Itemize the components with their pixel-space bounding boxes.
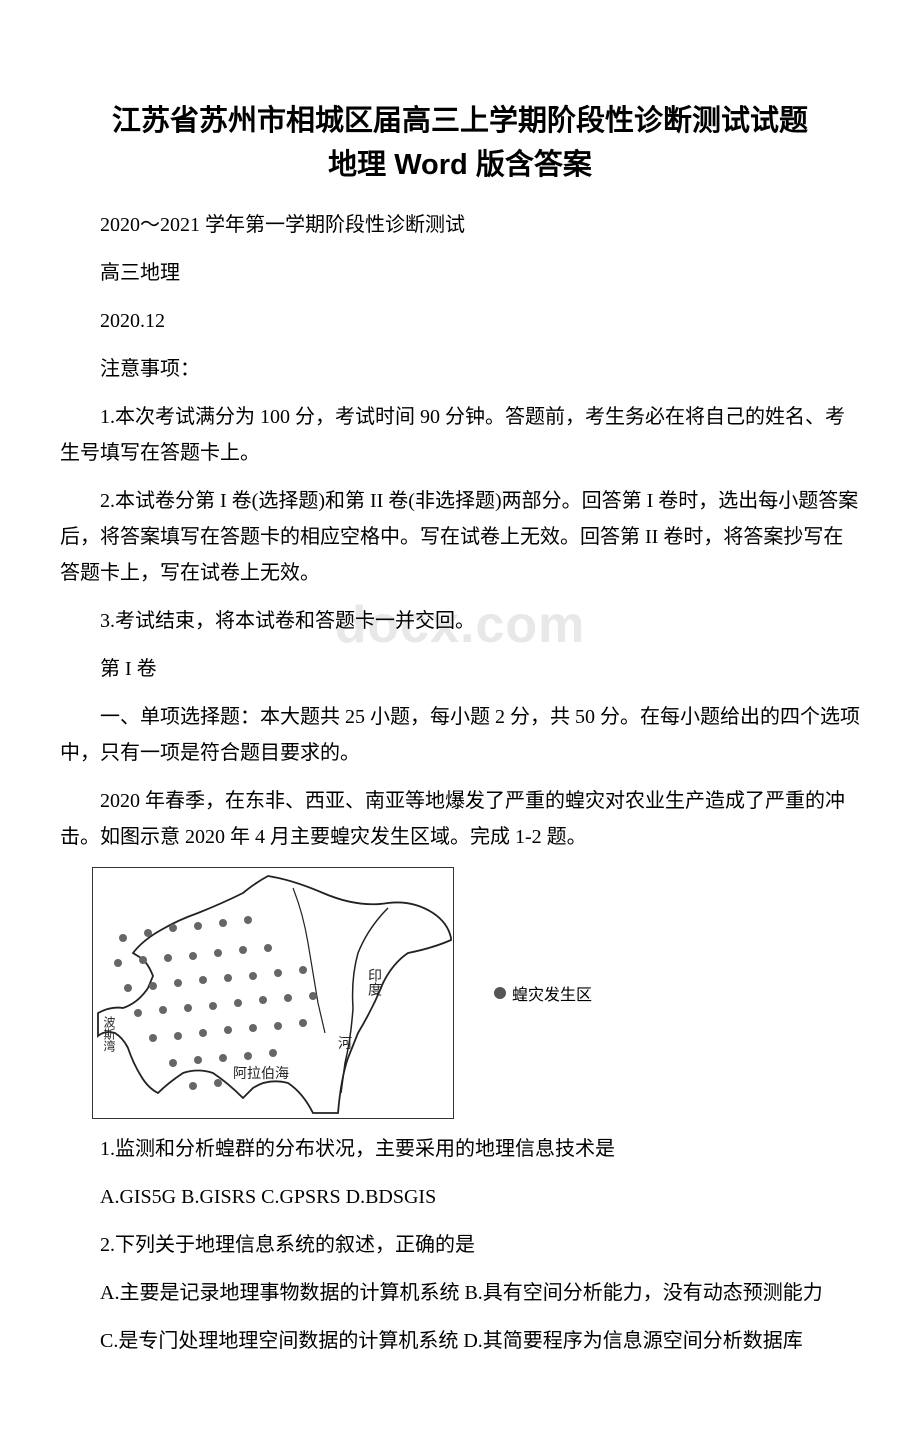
notice-item-3: 3.考试结束，将本试卷和答题卡一并交回。: [60, 603, 860, 639]
legend-text: 蝗灾发生区: [512, 981, 592, 1005]
map-legend: 蝗灾发生区: [494, 981, 592, 1005]
date-label: 2020.12: [60, 303, 860, 339]
figure-row: 印度 河 阿拉伯海 波斯湾 蝗灾发生区: [92, 867, 860, 1119]
subtitle-term: 2020～2021 学年第一学期阶段性诊断测试: [60, 207, 860, 243]
title-line-2: 地理 Word 版含答案: [328, 149, 592, 181]
legend-dot-icon: [494, 987, 506, 999]
question-1-options: A.GIS5G B.GISRS C.GPSRS D.BDSGIS: [60, 1179, 860, 1215]
question-2-options-cd: C.是专门处理地理空间数据的计算机系统 D.其简要程序为信息源空间分析数据库: [60, 1323, 860, 1359]
subject-label: 高三地理: [60, 255, 860, 291]
notice-item-2: 2.本试卷分第 I 卷(选择题)和第 II 卷(非选择题)两部分。回答第 I 卷…: [60, 483, 860, 591]
document-title: 江苏省苏州市相城区届高三上学期阶段性诊断测试试题 地理 Word 版含答案: [60, 100, 860, 187]
map-label-persia: 波斯湾: [101, 1016, 118, 1052]
section-1-heading: 第 I 卷: [60, 651, 860, 687]
passage-intro: 2020 年春季，在东非、西亚、南亚等地爆发了严重的蝗灾对农业生产造成了严重的冲…: [60, 783, 860, 855]
map-label-arabia: 阿拉伯海: [233, 1063, 289, 1083]
instructions: 一、单项选择题：本大题共 25 小题，每小题 2 分，共 50 分。在每小题给出…: [60, 699, 860, 771]
map-figure: 印度 河 阿拉伯海 波斯湾: [92, 867, 454, 1119]
title-line-1: 江苏省苏州市相城区届高三上学期阶段性诊断测试试题: [112, 105, 808, 137]
map-label-india: 印度: [363, 968, 383, 996]
notice-item-1: 1.本次考试满分为 100 分，考试时间 90 分钟。答题前，考生务必在将自己的…: [60, 399, 860, 471]
map-label-river: 河: [338, 1033, 352, 1053]
question-1: 1.监测和分析蝗群的分布状况，主要采用的地理信息技术是: [60, 1131, 860, 1167]
notice-heading: 注意事项：: [60, 351, 860, 387]
question-2-options-ab: A.主要是记录地理事物数据的计算机系统 B.具有空间分析能力，没有动态预测能力: [60, 1275, 860, 1311]
question-2: 2.下列关于地理信息系统的叙述，正确的是: [60, 1227, 860, 1263]
